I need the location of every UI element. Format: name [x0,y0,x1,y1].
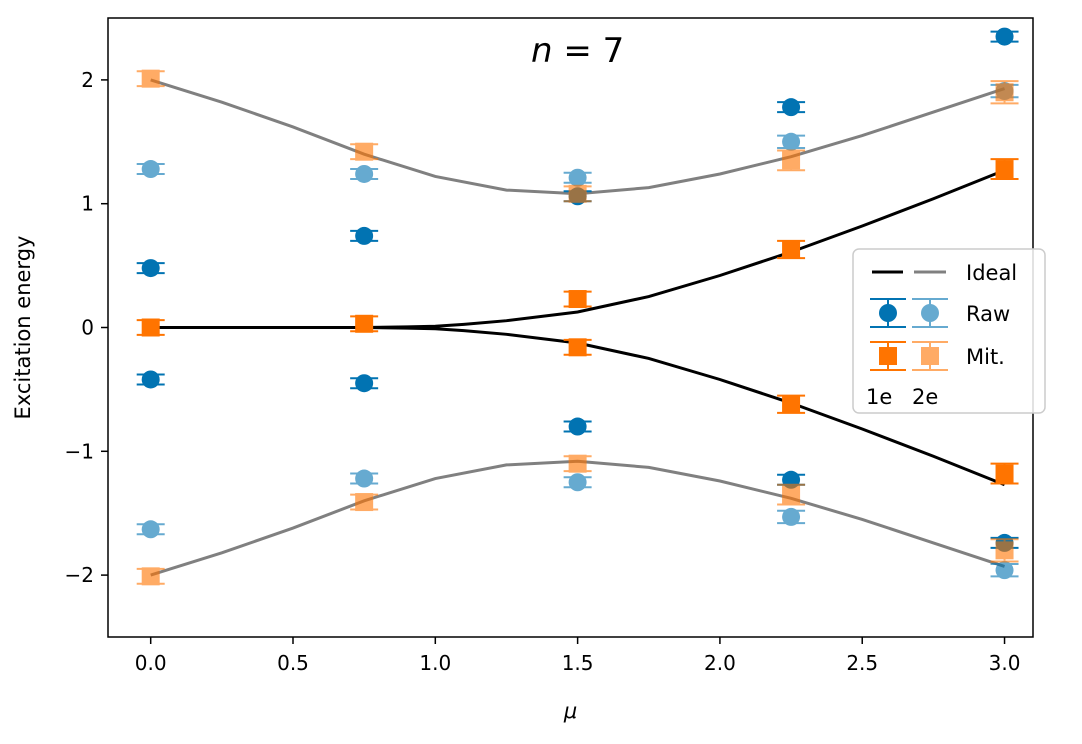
raw-2e-point [990,561,1019,580]
y-tick-label: 2 [81,68,94,92]
x-tick-label: 3.0 [989,651,1021,675]
mit-2e-point [350,493,379,512]
legend-mit-1e-swatch [870,341,906,371]
plot-layer [136,27,1019,586]
mit-1e-point [350,314,379,333]
raw-1e-point [136,259,165,278]
x-tick-label: 0.0 [135,651,167,675]
chart-title: n = 7 [531,31,624,71]
raw-1e-point [777,98,806,117]
mit-1e-point [563,290,592,309]
raw-2e-point [777,132,806,151]
y-axis-ticks: −2 −1 0 1 2 [65,68,108,587]
mit-2e-point [136,69,165,88]
ideal-curve-1e-1 [150,326,1006,487]
mit-2e-point [563,454,592,473]
legend-ideal-label: Ideal [966,261,1017,285]
mit-2e-point [777,483,806,506]
chart-title-value: = 7 [563,31,624,71]
raw-2e-point [350,164,379,183]
y-tick-label: −1 [65,439,94,463]
raw-1e-point [136,370,165,389]
raw-2e-point [136,160,165,179]
x-axis-label: μ [563,699,577,723]
raw-2e-point [777,507,806,526]
mit-1e-point [990,462,1019,485]
mit-2e-point [777,149,806,172]
mit-2e-point [990,538,1019,563]
mit-1e-point [563,338,592,357]
mit-2e-point [563,184,592,203]
legend: Ideal Raw Mit. 1e 2e [852,248,1046,414]
mit-2e-point [350,142,379,161]
raw-1e-point [350,374,379,393]
raw-2e-point [136,520,165,539]
mit-1e-point [990,158,1019,180]
x-tick-label: 2.0 [704,651,736,675]
raw-1e-point [350,226,379,245]
raw-2e-point [563,473,592,492]
mit-2e-point [136,567,165,586]
legend-raw-2e-swatch [912,298,948,328]
y-axis-label: Excitation energy [11,236,35,420]
mit-1e-point [777,394,806,414]
raw-2e-point [350,469,379,488]
mit-1e-point [777,239,806,260]
y-tick-label: 1 [81,192,94,216]
mit-2e-point [990,80,1019,105]
legend-2e-label: 2e [912,385,938,409]
raw-1e-point [990,27,1019,46]
legend-mit-2e-swatch [912,341,948,371]
raw-2e-point [563,168,592,187]
legend-raw-label: Raw [966,302,1010,326]
legend-raw-1e-swatch [870,298,906,328]
x-tick-label: 0.5 [277,651,309,675]
y-tick-label: −2 [65,563,94,587]
x-tick-label: 1.5 [562,651,594,675]
legend-box [852,248,1046,414]
raw-1e-point [563,417,592,436]
x-axis-ticks: 0.0 0.5 1.0 1.5 2.0 2.5 3.0 [135,637,1021,675]
mit-1e-point [136,318,165,337]
x-tick-label: 2.5 [846,651,878,675]
y-tick-label: 0 [81,316,94,340]
x-tick-label: 1.0 [419,651,451,675]
legend-1e-label: 1e [866,385,892,409]
legend-mit-label: Mit. [966,345,1005,369]
chart-title-variable: n [531,31,553,71]
